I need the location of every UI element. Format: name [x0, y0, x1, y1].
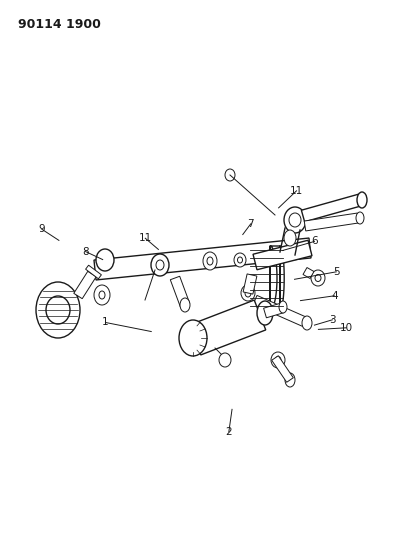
Ellipse shape	[257, 301, 273, 325]
Ellipse shape	[225, 169, 235, 181]
Polygon shape	[301, 194, 362, 222]
Ellipse shape	[284, 230, 296, 246]
Ellipse shape	[234, 253, 246, 267]
Ellipse shape	[207, 257, 213, 265]
Ellipse shape	[284, 207, 306, 233]
Ellipse shape	[279, 301, 287, 313]
Ellipse shape	[94, 285, 110, 305]
Polygon shape	[189, 300, 266, 355]
Ellipse shape	[285, 373, 295, 387]
Text: 5: 5	[333, 267, 339, 277]
Text: 4: 4	[331, 291, 338, 301]
Text: 10: 10	[340, 323, 353, 333]
Text: 2: 2	[226, 427, 232, 437]
Ellipse shape	[275, 357, 281, 364]
Ellipse shape	[180, 298, 190, 312]
Ellipse shape	[99, 291, 105, 299]
Polygon shape	[253, 295, 307, 327]
Ellipse shape	[311, 270, 325, 286]
Polygon shape	[304, 213, 359, 231]
Ellipse shape	[245, 289, 251, 297]
Ellipse shape	[289, 213, 301, 227]
Polygon shape	[270, 246, 284, 310]
Ellipse shape	[203, 252, 217, 270]
Polygon shape	[243, 274, 257, 294]
Text: 11: 11	[139, 233, 152, 243]
Text: 1: 1	[102, 318, 109, 327]
Ellipse shape	[315, 274, 321, 281]
Ellipse shape	[357, 192, 367, 208]
Ellipse shape	[156, 260, 164, 270]
Text: 9: 9	[39, 224, 45, 234]
Polygon shape	[272, 356, 293, 382]
Ellipse shape	[96, 249, 114, 271]
Ellipse shape	[46, 296, 70, 324]
Polygon shape	[94, 238, 311, 280]
Ellipse shape	[219, 353, 231, 367]
Text: 7: 7	[248, 219, 254, 229]
Ellipse shape	[238, 257, 242, 263]
Text: 90114 1900: 90114 1900	[18, 18, 101, 31]
Polygon shape	[170, 276, 190, 306]
Text: 11: 11	[290, 186, 303, 196]
Polygon shape	[74, 271, 96, 298]
Polygon shape	[263, 303, 283, 318]
Polygon shape	[86, 265, 101, 279]
Ellipse shape	[302, 316, 312, 330]
Ellipse shape	[241, 285, 255, 301]
Ellipse shape	[179, 320, 207, 356]
Ellipse shape	[36, 282, 80, 338]
Polygon shape	[303, 268, 314, 278]
Text: 6: 6	[311, 237, 318, 246]
Ellipse shape	[356, 212, 364, 224]
Ellipse shape	[151, 254, 169, 276]
Polygon shape	[253, 240, 312, 270]
Text: 8: 8	[82, 247, 89, 256]
Text: 3: 3	[329, 315, 336, 325]
Ellipse shape	[271, 352, 285, 368]
